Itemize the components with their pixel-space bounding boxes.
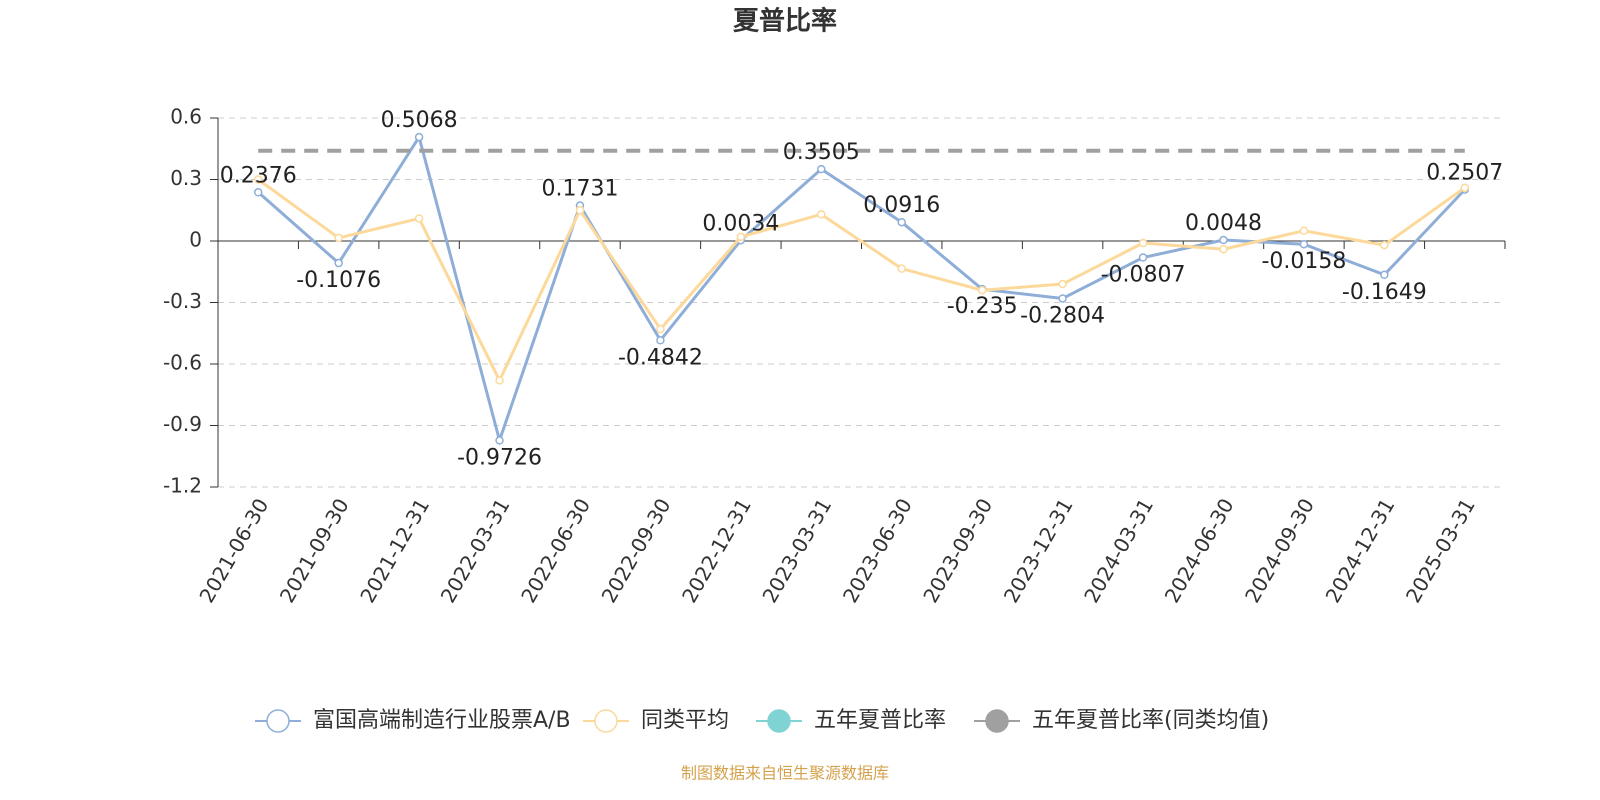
data-point xyxy=(253,188,263,197)
x-tick-label: 2021-06-30 xyxy=(194,494,273,607)
y-tick-label: 0 xyxy=(189,228,202,252)
data-label: 0.2376 xyxy=(220,163,297,188)
y-tick-label: 0.6 xyxy=(170,105,202,129)
data-point xyxy=(414,132,424,142)
data-point xyxy=(817,210,826,219)
data-label: -0.1076 xyxy=(296,268,381,293)
legend-marker xyxy=(266,709,290,733)
data-point xyxy=(817,164,826,174)
chart-title: 夏普比率 xyxy=(733,6,837,37)
data-label: 0.0048 xyxy=(1185,211,1262,236)
data-point xyxy=(1138,238,1148,248)
data-label: 0.5068 xyxy=(381,108,458,133)
data-point xyxy=(656,336,665,345)
data-point xyxy=(253,175,263,184)
source-note: 制图数据来自恒生聚源数据库 xyxy=(681,764,889,783)
data-label: -0.4842 xyxy=(618,345,703,370)
legend-label: 五年夏普比率 xyxy=(814,708,946,733)
legend-label: 富国高端制造行业股票A/B xyxy=(313,708,571,733)
x-tick-label: 2024-06-30 xyxy=(1160,494,1239,607)
data-point xyxy=(1460,183,1470,192)
data-point xyxy=(1058,294,1067,303)
data-label: 0.3505 xyxy=(783,140,860,165)
legend-label: 同类平均 xyxy=(641,708,729,733)
series-line xyxy=(257,178,1466,384)
data-label: 0.0034 xyxy=(702,211,779,236)
data-point xyxy=(575,206,585,215)
data-label: 0.0916 xyxy=(863,193,940,218)
data-point xyxy=(656,324,665,334)
data-point xyxy=(495,376,504,385)
x-tick-label: 2023-03-31 xyxy=(757,494,836,607)
data-point xyxy=(334,233,343,243)
y-tick-label: 0.3 xyxy=(170,166,202,190)
data-label: 0.1731 xyxy=(541,177,618,202)
x-tick-label: 2022-06-30 xyxy=(516,494,595,607)
data-label: -0.0158 xyxy=(1261,249,1346,274)
x-tick-label: 2021-09-30 xyxy=(275,494,354,607)
x-tick-label: 2023-06-30 xyxy=(838,494,917,607)
legend-label: 五年夏普比率(同类均值) xyxy=(1032,708,1269,733)
data-point xyxy=(897,217,906,227)
x-tick-label: 2024-09-30 xyxy=(1240,494,1319,607)
x-tick-label: 2022-03-31 xyxy=(436,494,515,607)
data-point xyxy=(897,264,906,273)
data-label: -0.1649 xyxy=(1342,280,1427,305)
x-tick-label: 2024-03-31 xyxy=(1079,494,1158,607)
data-point xyxy=(334,258,343,268)
x-tick-label: 2021-12-31 xyxy=(355,494,434,607)
x-tick-label: 2023-09-30 xyxy=(918,494,997,607)
data-point xyxy=(736,232,746,242)
x-tick-label: 2025-03-31 xyxy=(1401,494,1480,607)
data-point xyxy=(414,214,424,223)
x-tick-label: 2022-12-31 xyxy=(677,494,756,607)
x-tick-label: 2022-09-30 xyxy=(597,494,676,607)
y-tick-label: -1.2 xyxy=(163,474,202,498)
x-tick-label: 2024-12-31 xyxy=(1321,494,1400,607)
data-point xyxy=(1219,235,1228,245)
y-tick-label: -0.6 xyxy=(163,351,202,375)
data-label: -0.0807 xyxy=(1101,263,1186,288)
legend-marker xyxy=(985,709,1009,733)
series-line xyxy=(257,133,1466,446)
y-tick-label: -0.3 xyxy=(163,289,202,313)
data-label: -0.235 xyxy=(947,294,1018,319)
data-label: -0.2804 xyxy=(1020,303,1105,328)
legend-marker xyxy=(767,709,791,733)
data-point xyxy=(1299,226,1309,235)
data-point xyxy=(1380,240,1389,250)
data-point xyxy=(1138,253,1148,262)
data-point xyxy=(1219,244,1228,254)
data-point xyxy=(1299,239,1309,249)
x-tick-label: 2023-12-31 xyxy=(999,494,1078,607)
data-label: 0.2507 xyxy=(1426,161,1503,186)
data-label: -0.9726 xyxy=(457,445,542,470)
data-point xyxy=(495,436,504,445)
data-point xyxy=(1380,270,1389,280)
data-point xyxy=(977,285,987,295)
data-point xyxy=(1058,279,1067,289)
y-tick-label: -0.9 xyxy=(163,412,202,436)
legend-marker xyxy=(594,709,618,733)
